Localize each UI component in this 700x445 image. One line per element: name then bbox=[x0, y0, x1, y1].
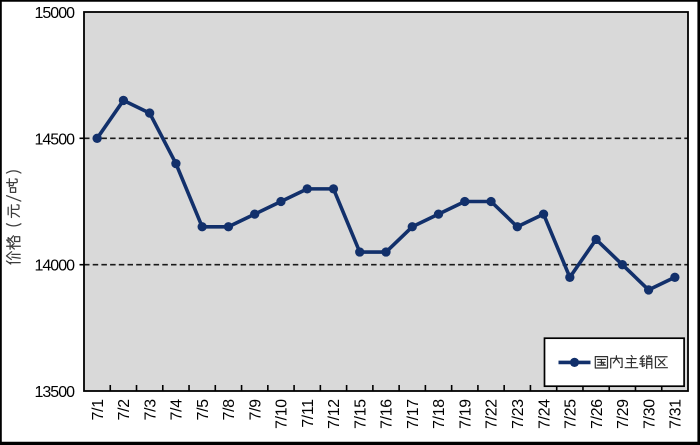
svg-text:15000: 15000 bbox=[35, 5, 76, 22]
svg-text:7/11: 7/11 bbox=[300, 399, 317, 428]
svg-text:7/22: 7/22 bbox=[484, 399, 501, 429]
svg-text:7/4: 7/4 bbox=[169, 399, 186, 421]
svg-text:7/26: 7/26 bbox=[589, 399, 606, 429]
svg-text:7/1: 7/1 bbox=[90, 399, 107, 421]
svg-text:7/8: 7/8 bbox=[221, 399, 238, 421]
svg-text:7/10: 7/10 bbox=[274, 399, 291, 429]
svg-text:7/29: 7/29 bbox=[615, 399, 632, 429]
svg-text:7/12: 7/12 bbox=[326, 399, 343, 429]
svg-text:14500: 14500 bbox=[35, 131, 76, 148]
svg-text:7/15: 7/15 bbox=[352, 399, 369, 429]
svg-text:7/17: 7/17 bbox=[405, 399, 422, 429]
svg-text:7/18: 7/18 bbox=[431, 399, 448, 429]
svg-text:14000: 14000 bbox=[35, 258, 76, 275]
svg-text:7/19: 7/19 bbox=[457, 399, 474, 429]
svg-text:7/2: 7/2 bbox=[116, 399, 133, 420]
svg-text:7/30: 7/30 bbox=[641, 399, 658, 429]
svg-text:7/9: 7/9 bbox=[247, 399, 264, 421]
svg-text:7/23: 7/23 bbox=[510, 399, 527, 429]
svg-text:7/24: 7/24 bbox=[536, 399, 553, 429]
svg-text:7/31: 7/31 bbox=[668, 399, 685, 429]
svg-text:13500: 13500 bbox=[35, 384, 76, 401]
svg-text:7/5: 7/5 bbox=[195, 399, 212, 421]
svg-text:7/16: 7/16 bbox=[379, 399, 396, 429]
svg-text:7/25: 7/25 bbox=[563, 399, 580, 429]
svg-text:7/3: 7/3 bbox=[142, 399, 159, 421]
